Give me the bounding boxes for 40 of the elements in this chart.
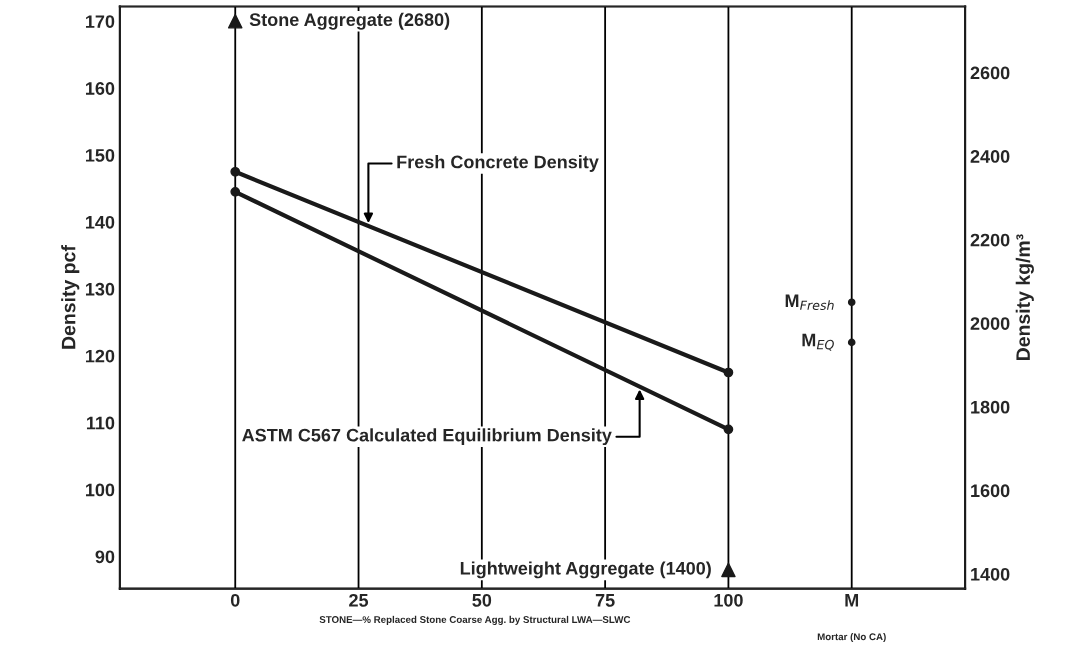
y-tick-label: 170 <box>85 15 115 28</box>
point <box>723 367 734 378</box>
x-tick-label: 100 <box>714 593 743 607</box>
point <box>230 187 241 197</box>
text: Mortar (No CA) <box>817 633 886 643</box>
y2-tick-label: 2200 <box>970 233 1010 247</box>
text: ASTM C567 Calculated Equilibrium Density <box>242 428 612 446</box>
series-label: Lightweight Aggregate (1400) <box>460 561 711 579</box>
point <box>227 13 243 29</box>
y2-tick-label: 2400 <box>970 150 1010 163</box>
point <box>847 338 856 347</box>
y2-tick-label: 2600 <box>970 66 1010 80</box>
series-label: M$_{EQ}$ <box>802 333 834 351</box>
y2-tick-label: 1400 <box>971 567 1010 581</box>
y-tick-label: 140 <box>85 215 115 229</box>
y-tick-label: 120 <box>85 349 115 363</box>
x-tick-label: 25 <box>349 593 369 607</box>
y2-tick-label: 1600 <box>971 484 1010 498</box>
x-tick-label: 75 <box>595 594 615 607</box>
series-label: Stone Aggregate (2680) <box>249 12 450 30</box>
point <box>721 562 736 578</box>
y2-tick-label: 1800 <box>971 400 1010 414</box>
x-tick-label: M <box>845 594 859 607</box>
y-tick-label: 110 <box>86 416 115 430</box>
y-tick-label: 160 <box>85 82 115 95</box>
y-tick-label: 100 <box>85 483 115 497</box>
point <box>723 424 734 435</box>
point <box>230 166 241 177</box>
y-tick-label: 90 <box>95 550 115 564</box>
y2-tick-label: 2000 <box>970 317 1010 330</box>
x-tick-label: 50 <box>472 593 492 607</box>
point <box>847 298 856 307</box>
y2-axis-title: Density kg/m³ <box>1015 234 1034 361</box>
series-label: M$_{Fresh}$ <box>785 294 834 311</box>
y-axis-title: Density pcf <box>61 245 80 349</box>
x-tick-label: 0 <box>230 593 240 607</box>
text: Fresh Concrete Density <box>397 155 599 172</box>
x-axis-title: STONE—% Replaced Stone Coarse Agg. by Structural LWA—SLWC <box>319 615 631 625</box>
y-tick-label: 130 <box>85 282 115 296</box>
y-tick-label: 150 <box>85 149 115 162</box>
